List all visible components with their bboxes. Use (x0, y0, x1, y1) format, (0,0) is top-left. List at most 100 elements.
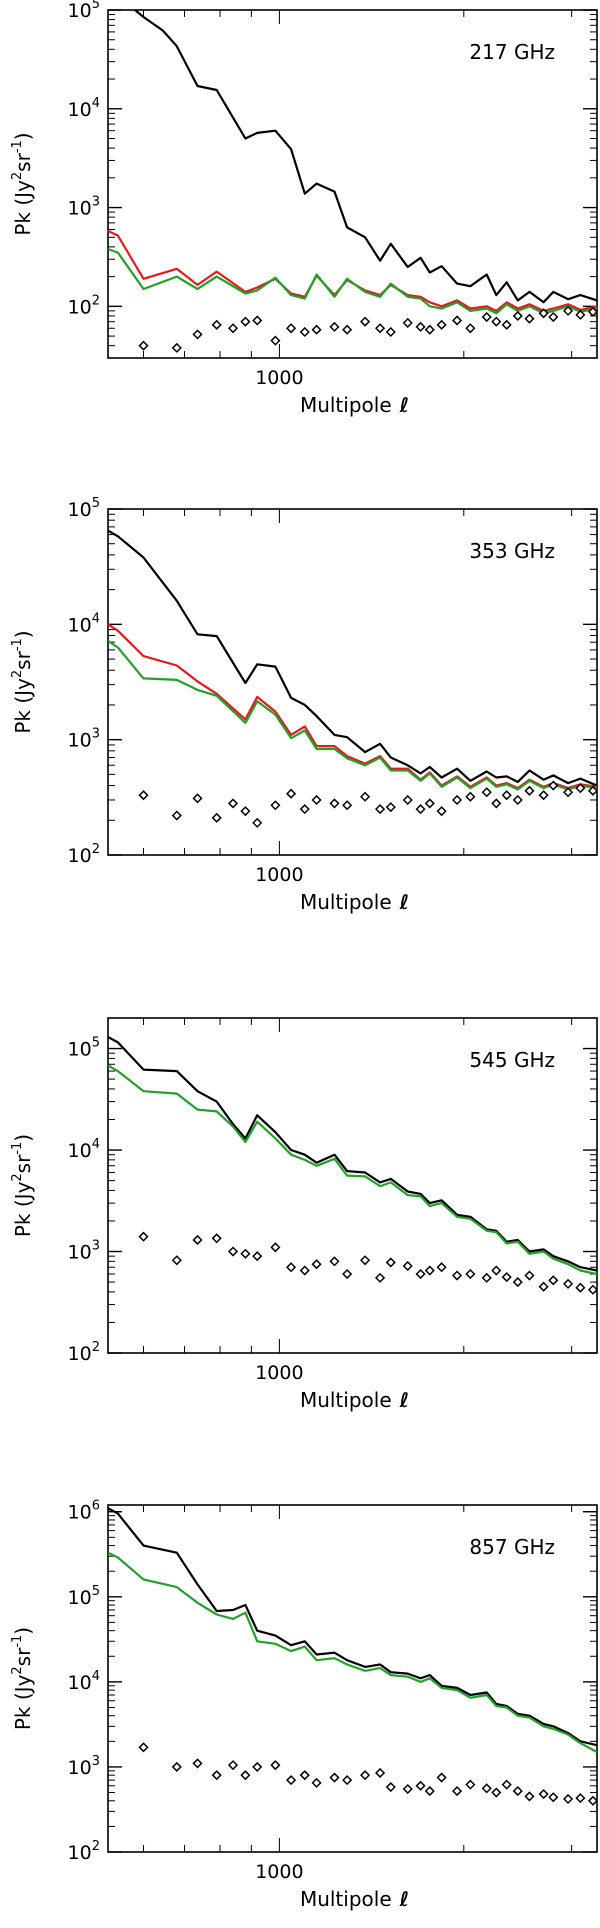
x-axis-symbol: ℓ (399, 890, 409, 914)
data-point-diamond (171, 1255, 182, 1266)
series-line-green (108, 639, 597, 791)
series-group (108, 1036, 597, 1295)
x-axis-symbol: ℓ (399, 1887, 409, 1911)
y-axis-label: Pk (Jy2sr-1) (10, 630, 35, 733)
series-line-black (133, 10, 597, 304)
data-point-diamond (385, 1781, 396, 1793)
data-point-diamond (501, 1779, 512, 1790)
y-tick-base: 10 (68, 0, 92, 22)
x-axis-label-text: Multipole (300, 393, 392, 417)
data-point-diamond (240, 316, 251, 327)
y-tick-exponent: 5 (92, 0, 100, 12)
data-point-diamond (375, 1272, 386, 1283)
data-point-diamond (436, 806, 447, 817)
y-tick-exponent: 6 (92, 1499, 100, 1514)
y-tick-exponent: 2 (92, 293, 100, 308)
y-tick-exponent: 3 (92, 1754, 100, 1769)
y-tick-label: 104 (68, 96, 100, 121)
y-tick-label: 106 (68, 1499, 100, 1524)
data-point-diamond (138, 340, 149, 351)
data-point-diamond (270, 335, 281, 346)
y-axis-label-prefix: Pk (Jy (11, 1674, 35, 1730)
data-point-diamond (385, 326, 396, 338)
data-point-diamond (524, 1270, 535, 1281)
data-point-diamond (227, 798, 239, 809)
y-tick-exponent: 4 (92, 611, 100, 626)
y-tick-base: 10 (68, 499, 92, 521)
series-group (108, 1507, 597, 1806)
y-tick-label: 105 (68, 496, 100, 521)
y-tick-base: 10 (68, 198, 92, 220)
data-point-diamond (360, 1770, 371, 1781)
y-tick-base: 10 (68, 730, 92, 752)
data-point-diamond (402, 1783, 413, 1795)
data-point-diamond (524, 313, 535, 324)
data-point-diamond (402, 1260, 413, 1272)
data-point-diamond (192, 1234, 203, 1246)
series-group (108, 10, 597, 353)
data-point-diamond (491, 1265, 502, 1276)
plot-frame (107, 1504, 598, 1853)
data-point-diamond (138, 1231, 149, 1242)
data-point-diamond (512, 1786, 523, 1797)
data-point-diamond (451, 1270, 463, 1281)
y-tick-label: 104 (68, 1137, 100, 1162)
x-axis-label: Multipole ℓ (300, 1388, 409, 1412)
data-point-diamond (451, 315, 463, 326)
plot-frame (107, 1017, 598, 1354)
y-axis-label-exp1: 2 (10, 670, 25, 678)
x-axis-label-text: Multipole (300, 890, 392, 914)
panel-label: 353 GHz (469, 539, 555, 563)
data-point-diamond (465, 1779, 476, 1790)
data-point-diamond (501, 319, 512, 330)
y-axis-label-exp2: -1 (10, 1142, 25, 1155)
data-point-diamond (436, 1262, 447, 1273)
data-point-diamond (252, 817, 263, 828)
data-point-diamond (342, 800, 353, 811)
data-point-diamond (424, 324, 435, 335)
data-point-diamond (311, 1259, 322, 1270)
y-axis-label-prefix: Pk (Jy (11, 1181, 35, 1237)
data-point-diamond (311, 794, 322, 806)
data-point-diamond (512, 1277, 523, 1288)
data-point-diamond (538, 1281, 549, 1292)
data-point-diamond (227, 1246, 239, 1257)
x-tick-label: 1000 (255, 367, 303, 389)
y-tick-label: 103 (68, 727, 100, 752)
y-axis-label-prefix: Pk (Jy (11, 180, 35, 236)
data-point-diamond (211, 319, 222, 330)
y-tick-exponent: 4 (92, 96, 100, 111)
y-tick-label: 102 (68, 842, 100, 867)
y-tick-base: 10 (68, 614, 92, 636)
data-point-diamond (252, 315, 263, 326)
data-point-diamond (481, 787, 492, 798)
data-point-diamond (342, 1268, 353, 1280)
series-line-black (108, 529, 597, 787)
data-point-diamond (415, 804, 426, 815)
data-point-diamond (171, 1761, 182, 1772)
data-point-diamond (424, 1265, 435, 1276)
data-point-diamond (171, 342, 182, 353)
data-point-diamond (240, 806, 251, 817)
y-tick-label: 103 (68, 1239, 100, 1264)
data-point-diamond (491, 1787, 502, 1798)
x-axis-label-text: Multipole (300, 1887, 392, 1911)
series-line-green (108, 1064, 597, 1276)
y-axis-label-suffix: ) (11, 1134, 35, 1142)
data-point-diamond (512, 794, 523, 806)
data-point-diamond (299, 804, 310, 815)
data-point-diamond (402, 794, 413, 806)
y-tick-exponent: 3 (92, 1239, 100, 1254)
y-tick-exponent: 4 (92, 1669, 100, 1684)
data-point-diamond (211, 1770, 222, 1781)
y-axis-label-prefix: Pk (Jy (11, 678, 35, 734)
data-point-diamond (563, 1278, 574, 1289)
y-axis-label: Pk (Jy2sr-1) (10, 1134, 35, 1237)
data-point-diamond (138, 790, 149, 801)
series-line-red (108, 229, 597, 312)
data-point-diamond (211, 1233, 222, 1244)
data-point-diamond (286, 1262, 297, 1273)
y-axis-label-suffix: ) (11, 132, 35, 140)
y-axis-label-exp2: -1 (10, 1635, 25, 1648)
